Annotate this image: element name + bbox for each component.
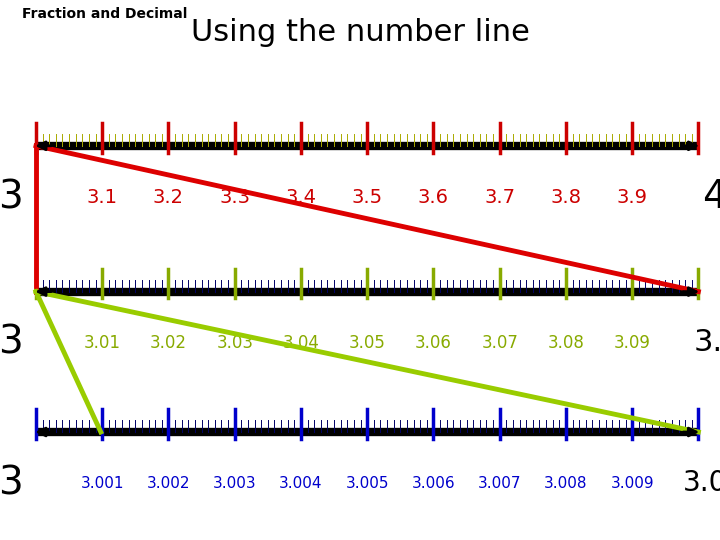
Text: 3.4: 3.4	[285, 187, 317, 207]
Text: 3.01: 3.01	[683, 469, 720, 497]
Text: 3.003: 3.003	[213, 476, 256, 491]
Text: 3.8: 3.8	[550, 187, 582, 207]
Text: 3.7: 3.7	[484, 187, 516, 207]
Text: 3.04: 3.04	[282, 334, 320, 352]
Text: 3.03: 3.03	[216, 334, 253, 352]
Text: 3: 3	[0, 324, 23, 362]
Text: 3.001: 3.001	[81, 476, 124, 491]
Text: 3.02: 3.02	[150, 334, 187, 352]
Text: 3.002: 3.002	[147, 476, 190, 491]
Text: Using the number line: Using the number line	[191, 18, 529, 47]
Text: 3: 3	[0, 178, 23, 216]
Text: 3.1: 3.1	[86, 187, 118, 207]
Text: 3.009: 3.009	[611, 476, 654, 491]
Text: 3.01: 3.01	[84, 334, 121, 352]
Text: 3.006: 3.006	[412, 476, 455, 491]
Text: 3.004: 3.004	[279, 476, 323, 491]
Text: 3.5: 3.5	[351, 187, 383, 207]
Text: 3.3: 3.3	[219, 187, 251, 207]
Text: 3.005: 3.005	[346, 476, 389, 491]
Text: 3.2: 3.2	[153, 187, 184, 207]
Text: 3.1: 3.1	[693, 328, 720, 357]
Text: 3.007: 3.007	[478, 476, 521, 491]
Text: 3.008: 3.008	[544, 476, 588, 491]
Text: 4: 4	[702, 178, 720, 216]
Text: 3.06: 3.06	[415, 334, 452, 352]
Text: 3.05: 3.05	[348, 334, 386, 352]
Text: 3.09: 3.09	[613, 334, 651, 352]
Text: 3.6: 3.6	[418, 187, 449, 207]
Text: 3.07: 3.07	[481, 334, 518, 352]
Text: 3: 3	[0, 464, 23, 502]
Text: 3.08: 3.08	[547, 334, 585, 352]
Text: Fraction and Decimal: Fraction and Decimal	[22, 6, 187, 21]
Text: 3.9: 3.9	[616, 187, 648, 207]
